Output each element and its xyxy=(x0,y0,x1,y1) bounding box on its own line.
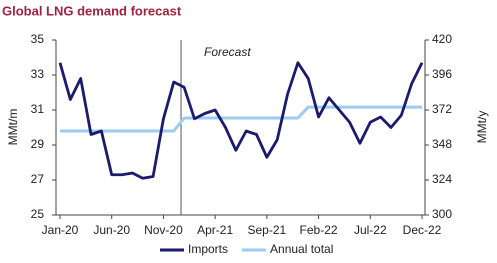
x-tick-label: Jan-20 xyxy=(42,223,79,237)
y2-tick-label: 372 xyxy=(432,102,452,116)
y-tick-label: 33 xyxy=(31,67,45,81)
y-tick-label: 35 xyxy=(31,32,45,46)
x-tick-label: Feb-22 xyxy=(300,223,338,237)
x-tick-label: Dec-22 xyxy=(403,223,442,237)
series-line xyxy=(60,105,422,133)
x-tick-label: Apr-21 xyxy=(197,223,233,237)
y-tick-label: 27 xyxy=(31,172,45,186)
y2-tick-label: 300 xyxy=(432,207,452,221)
y2-tick-label: 348 xyxy=(432,137,452,151)
y-tick-label: 29 xyxy=(31,137,45,151)
y-axis-label: MMt/m xyxy=(6,109,20,146)
y2-tick-label: 396 xyxy=(432,67,452,81)
legend-label: Annual total xyxy=(270,242,333,256)
annotation: Forecast xyxy=(204,45,251,59)
y2-axis-label: MMt/y xyxy=(475,111,489,144)
series-line xyxy=(58,61,424,180)
chart-title: Global LNG demand forecast xyxy=(2,3,182,18)
y-tick-label: 31 xyxy=(31,102,45,116)
x-tick-label: Nov-20 xyxy=(144,223,183,237)
x-tick-label: Jun-20 xyxy=(93,223,130,237)
x-tick-label: Jul-22 xyxy=(354,223,387,237)
y2-tick-label: 324 xyxy=(432,172,452,186)
x-tick-label: Sep-21 xyxy=(248,223,287,237)
y-tick-label: 25 xyxy=(31,207,45,221)
legend-label: Imports xyxy=(188,242,228,256)
y2-tick-label: 420 xyxy=(432,32,452,46)
